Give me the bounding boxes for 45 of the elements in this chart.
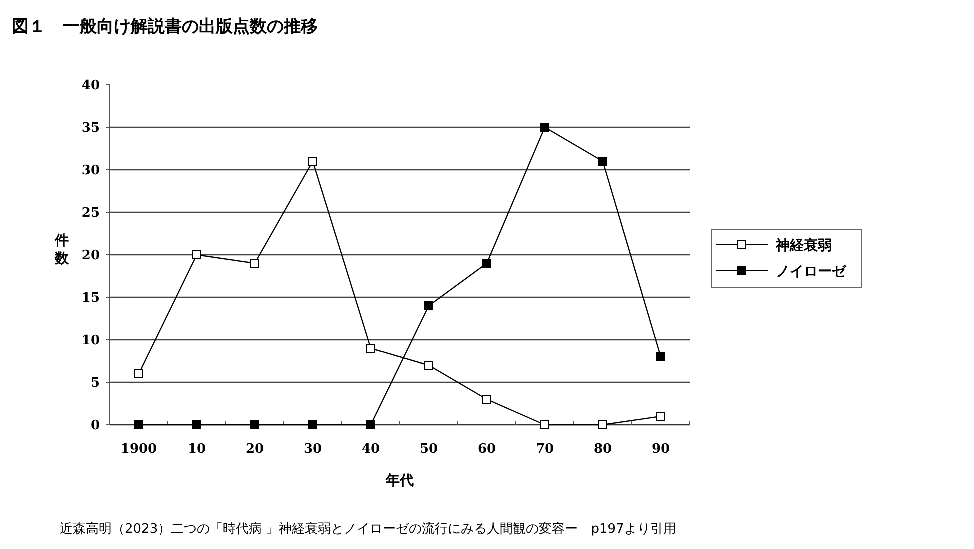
x-tick-label: 80 (594, 442, 612, 457)
point (192, 250, 202, 260)
legend-label: 神経衰弱 (775, 236, 832, 254)
x-tick-label: 60 (478, 442, 496, 457)
x-tick-label: 20 (246, 442, 264, 457)
x-tick-label: 40 (362, 442, 380, 457)
y-tick-label: 25 (82, 206, 100, 222)
point (656, 412, 666, 421)
chart-title: 図１ 一般向け解説書の出版点数の推移 (12, 17, 318, 37)
x-tick-label: 30 (304, 442, 322, 457)
point (308, 157, 318, 166)
point (482, 259, 492, 268)
x-tick-label: 10 (188, 442, 206, 457)
y-tick-label: 0 (90, 418, 100, 434)
point (192, 420, 202, 430)
point (134, 420, 144, 430)
point (540, 123, 550, 132)
y-tick-label: 40 (82, 78, 100, 94)
point (598, 157, 608, 166)
point (656, 352, 666, 362)
x-tick-label: 50 (420, 442, 438, 457)
text: 近森高明（2023）二つの「時代病 」神経衰弱とノイローゼの流行にみる人間観の変容ー p197より引用 (60, 521, 676, 537)
point (250, 259, 260, 268)
point (424, 302, 434, 310)
y-tick-label: 5 (90, 376, 100, 392)
y-tick-label: 15 (82, 291, 100, 306)
y-tick-label: 20 (82, 248, 100, 264)
point (482, 395, 492, 404)
x-tick-label: 1900 (120, 442, 158, 457)
point (598, 420, 608, 430)
point (366, 344, 376, 353)
point (424, 361, 434, 370)
y-tick-label: 10 (82, 334, 100, 349)
x-tick-label: 90 (652, 442, 670, 457)
point (366, 420, 376, 430)
y-axis-title: 件数 (54, 233, 70, 267)
y-tick-label: 35 (82, 121, 100, 136)
point (250, 420, 260, 430)
x-tick-label: 70 (536, 442, 554, 457)
point (134, 370, 144, 378)
point (540, 420, 550, 430)
x-axis-title: 年代 (385, 473, 414, 489)
y-tick-label: 30 (82, 164, 100, 179)
legend-label: ノイローゼ (776, 264, 847, 280)
point (308, 420, 318, 430)
